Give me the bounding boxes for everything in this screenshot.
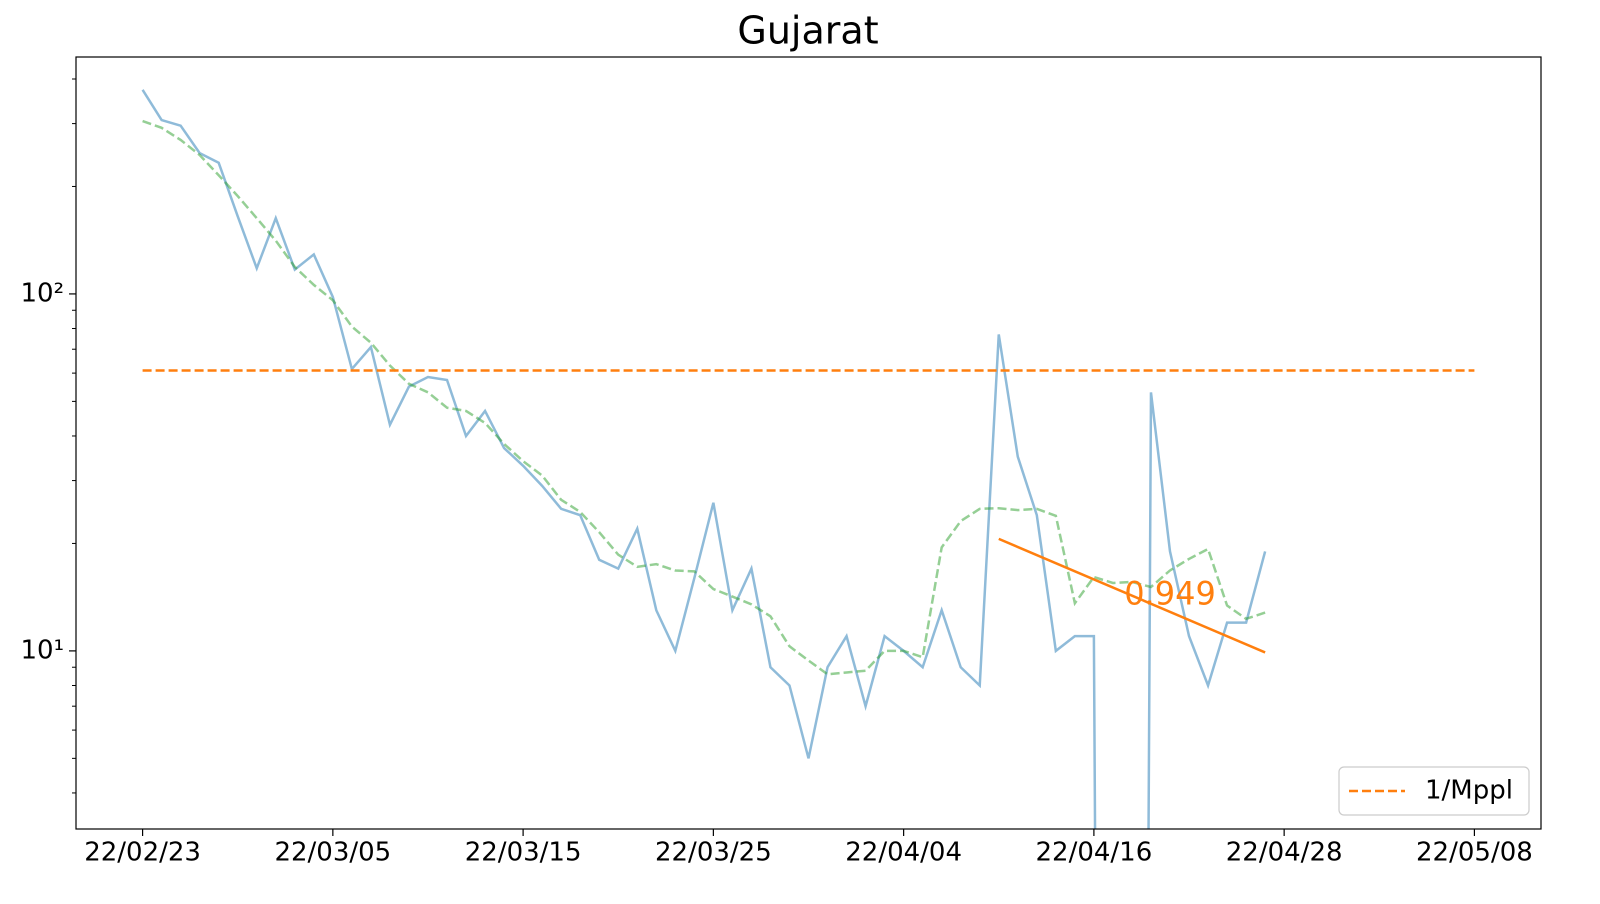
x-tick-label: 22/04/28 [1226, 838, 1343, 868]
axes-frame [75, 56, 1542, 830]
x-tick-label: 22/03/15 [465, 838, 582, 868]
series-line [142, 119, 1266, 676]
x-tick-label: 22/03/25 [655, 838, 772, 868]
x-tick-label: 22/02/23 [84, 838, 201, 868]
series-line [141, 89, 1267, 829]
x-tick-label: 22/03/05 [274, 838, 391, 868]
annotation: 0.949 [1124, 574, 1216, 612]
x-tick-label: 22/04/04 [845, 838, 962, 868]
y-tick-label: 10¹ [20, 635, 64, 665]
y-tick-label: 10² [20, 278, 64, 308]
legend-box [1338, 766, 1530, 816]
x-tick-label: 22/05/08 [1416, 838, 1533, 868]
plot-area [141, 89, 1475, 829]
x-tick-label: 22/04/16 [1035, 838, 1152, 868]
series-line [998, 537, 1266, 654]
chart-title: Gujarat [737, 9, 878, 53]
legend-label: 1/Mppl [1425, 776, 1513, 806]
